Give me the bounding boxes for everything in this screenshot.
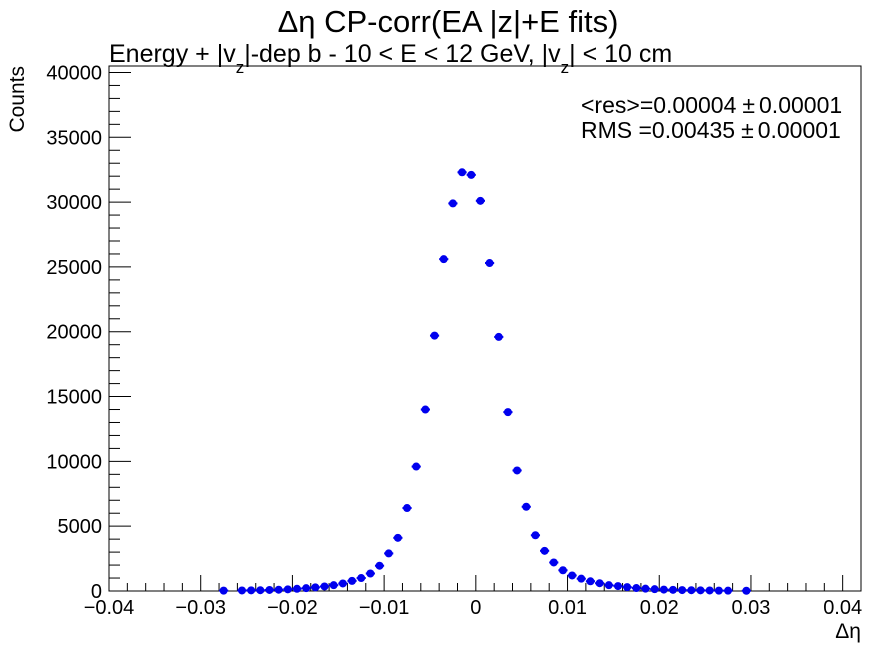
data-point bbox=[503, 408, 512, 417]
data-point bbox=[403, 504, 412, 513]
plot-frame bbox=[108, 65, 862, 592]
data-point bbox=[421, 405, 430, 414]
data-point bbox=[265, 585, 274, 594]
data-point bbox=[522, 502, 531, 511]
data-point bbox=[256, 586, 265, 595]
x-tick-label: 0.03 bbox=[731, 597, 770, 619]
data-point bbox=[458, 168, 467, 177]
x-tick-label: 0.01 bbox=[548, 597, 587, 619]
data-point bbox=[724, 586, 733, 595]
x-tick-label: −0.02 bbox=[267, 597, 318, 619]
data-point bbox=[549, 558, 558, 567]
data-point bbox=[366, 569, 375, 578]
data-point bbox=[485, 259, 494, 268]
y-tick-labels: 0 5000 10000 15000 20000 25000 30000 35000 40000 bbox=[46, 62, 102, 603]
data-point bbox=[439, 255, 448, 264]
data-point bbox=[237, 586, 246, 595]
data-point bbox=[513, 466, 522, 475]
data-point bbox=[494, 332, 503, 341]
data-points bbox=[219, 168, 751, 595]
data-point bbox=[742, 586, 751, 595]
data-point bbox=[448, 199, 457, 208]
data-point bbox=[613, 582, 622, 591]
data-point bbox=[650, 585, 659, 594]
data-point bbox=[669, 585, 677, 594]
data-point bbox=[467, 170, 476, 179]
data-point bbox=[274, 585, 283, 594]
y-tick-label: 35000 bbox=[46, 127, 102, 149]
x-tick-label: 0 bbox=[470, 597, 481, 619]
x-tick-label: 0.02 bbox=[640, 597, 679, 619]
data-point bbox=[357, 574, 366, 583]
data-point bbox=[705, 586, 714, 595]
data-point bbox=[604, 581, 613, 590]
data-point bbox=[577, 574, 586, 583]
data-point bbox=[714, 586, 723, 595]
y-tick-label: 25000 bbox=[46, 257, 102, 279]
chart-title: Δη CP-corr(EA |z|+E fits) bbox=[278, 4, 619, 39]
y-tick-label: 30000 bbox=[46, 192, 102, 214]
axis-ticks bbox=[108, 71, 862, 592]
data-point bbox=[348, 576, 357, 585]
x-tick-label: −0.03 bbox=[175, 597, 226, 619]
data-point bbox=[540, 546, 549, 555]
x-axis-title: Δη bbox=[835, 620, 861, 643]
data-point bbox=[311, 583, 320, 592]
data-point bbox=[476, 196, 485, 205]
data-point bbox=[531, 531, 540, 540]
data-point bbox=[430, 331, 439, 340]
data-point bbox=[283, 585, 292, 594]
data-point bbox=[329, 581, 338, 590]
data-point bbox=[320, 582, 329, 591]
y-tick-label: 20000 bbox=[46, 322, 102, 344]
data-point bbox=[247, 586, 256, 595]
data-point bbox=[687, 586, 696, 595]
data-point bbox=[586, 577, 595, 586]
data-point bbox=[659, 585, 668, 594]
stats-box: <res>=0.00004 ±0.00001 RMS =0.00435 ±0.000… bbox=[581, 92, 842, 143]
y-tick-label: 10000 bbox=[46, 451, 102, 473]
y-tick-label: 40000 bbox=[46, 62, 102, 84]
x-tick-label: 0.04 bbox=[823, 597, 862, 619]
data-point bbox=[384, 549, 393, 558]
data-point bbox=[219, 586, 228, 595]
chart-subtitle: Energy + |vz|-dep b - 10 < E < 12 GeV, |… bbox=[109, 40, 672, 77]
stat-rms: RMS =0.00435 ±0.00001 bbox=[581, 117, 841, 143]
data-point bbox=[641, 584, 650, 593]
data-point bbox=[302, 584, 311, 593]
data-point bbox=[558, 566, 567, 575]
data-point bbox=[623, 583, 632, 592]
y-axis-title: Counts bbox=[6, 66, 29, 133]
data-point bbox=[293, 584, 301, 593]
stat-mean: <res>=0.00004 ±0.00001 bbox=[581, 92, 842, 118]
data-point bbox=[632, 584, 641, 593]
y-tick-label: 15000 bbox=[46, 387, 102, 409]
data-point bbox=[595, 579, 604, 588]
x-tick-labels: −0.04 −0.03 −0.02 −0.01 0 0.01 0.02 0.03 0.04 bbox=[84, 597, 862, 619]
x-tick-label: −0.04 bbox=[84, 597, 135, 619]
y-tick-label: 0 bbox=[91, 581, 102, 603]
data-point bbox=[393, 533, 402, 542]
data-point bbox=[696, 586, 705, 595]
data-point bbox=[412, 462, 421, 471]
y-tick-label: 5000 bbox=[58, 516, 103, 538]
data-point bbox=[375, 561, 384, 570]
data-point bbox=[338, 579, 347, 588]
x-tick-label: −0.01 bbox=[359, 597, 410, 619]
data-point bbox=[568, 571, 577, 580]
data-point bbox=[678, 586, 687, 595]
